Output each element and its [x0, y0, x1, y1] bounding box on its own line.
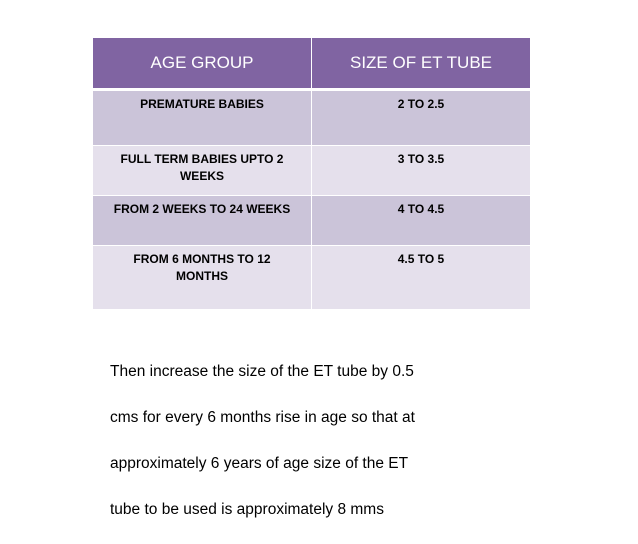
note-line: approximately 6 years of age size of the…: [110, 455, 409, 472]
et-tube-size-table: AGE GROUP SIZE OF ET TUBE PREMATURE BABI…: [93, 38, 530, 310]
table-row: FULL TERM BABIES UPTO 2 WEEKS 3 TO 3.5: [93, 146, 530, 196]
tube-size-cell: 2 TO 2.5: [312, 91, 530, 146]
table-row: FROM 6 MONTHS TO 12 MONTHS 4.5 TO 5: [93, 246, 530, 310]
age-group-text: FULL TERM BABIES UPTO 2 WEEKS: [120, 152, 284, 183]
age-group-cell: FULL TERM BABIES UPTO 2 WEEKS: [93, 146, 312, 196]
table-row: FROM 2 WEEKS TO 24 WEEKS 4 TO 4.5: [93, 196, 530, 246]
note-line: cms for every 6 months rise in age so th…: [110, 409, 415, 426]
table-row: PREMATURE BABIES 2 TO 2.5: [93, 91, 530, 146]
age-group-text: FROM 6 MONTHS TO 12 MONTHS: [133, 252, 271, 283]
note-line: tube to be used is approximately 8 mms: [110, 501, 384, 518]
age-group-cell: FROM 6 MONTHS TO 12 MONTHS: [93, 246, 312, 310]
age-group-cell: FROM 2 WEEKS TO 24 WEEKS: [93, 196, 312, 246]
tube-size-cell: 3 TO 3.5: [312, 146, 530, 196]
age-group-text: FROM 2 WEEKS TO 24 WEEKS: [113, 202, 291, 216]
header-tube-size: SIZE OF ET TUBE: [312, 38, 530, 91]
table-header-row: AGE GROUP SIZE OF ET TUBE: [93, 38, 530, 91]
instruction-note: Then increase the size of the ET tube by…: [110, 337, 530, 544]
note-line: Then increase the size of the ET tube by…: [110, 363, 414, 380]
age-group-text: PREMATURE BABIES: [140, 97, 264, 111]
tube-size-cell: 4.5 TO 5: [312, 246, 530, 310]
tube-size-cell: 4 TO 4.5: [312, 196, 530, 246]
header-age-group: AGE GROUP: [93, 38, 312, 91]
age-group-cell: PREMATURE BABIES: [93, 91, 312, 146]
